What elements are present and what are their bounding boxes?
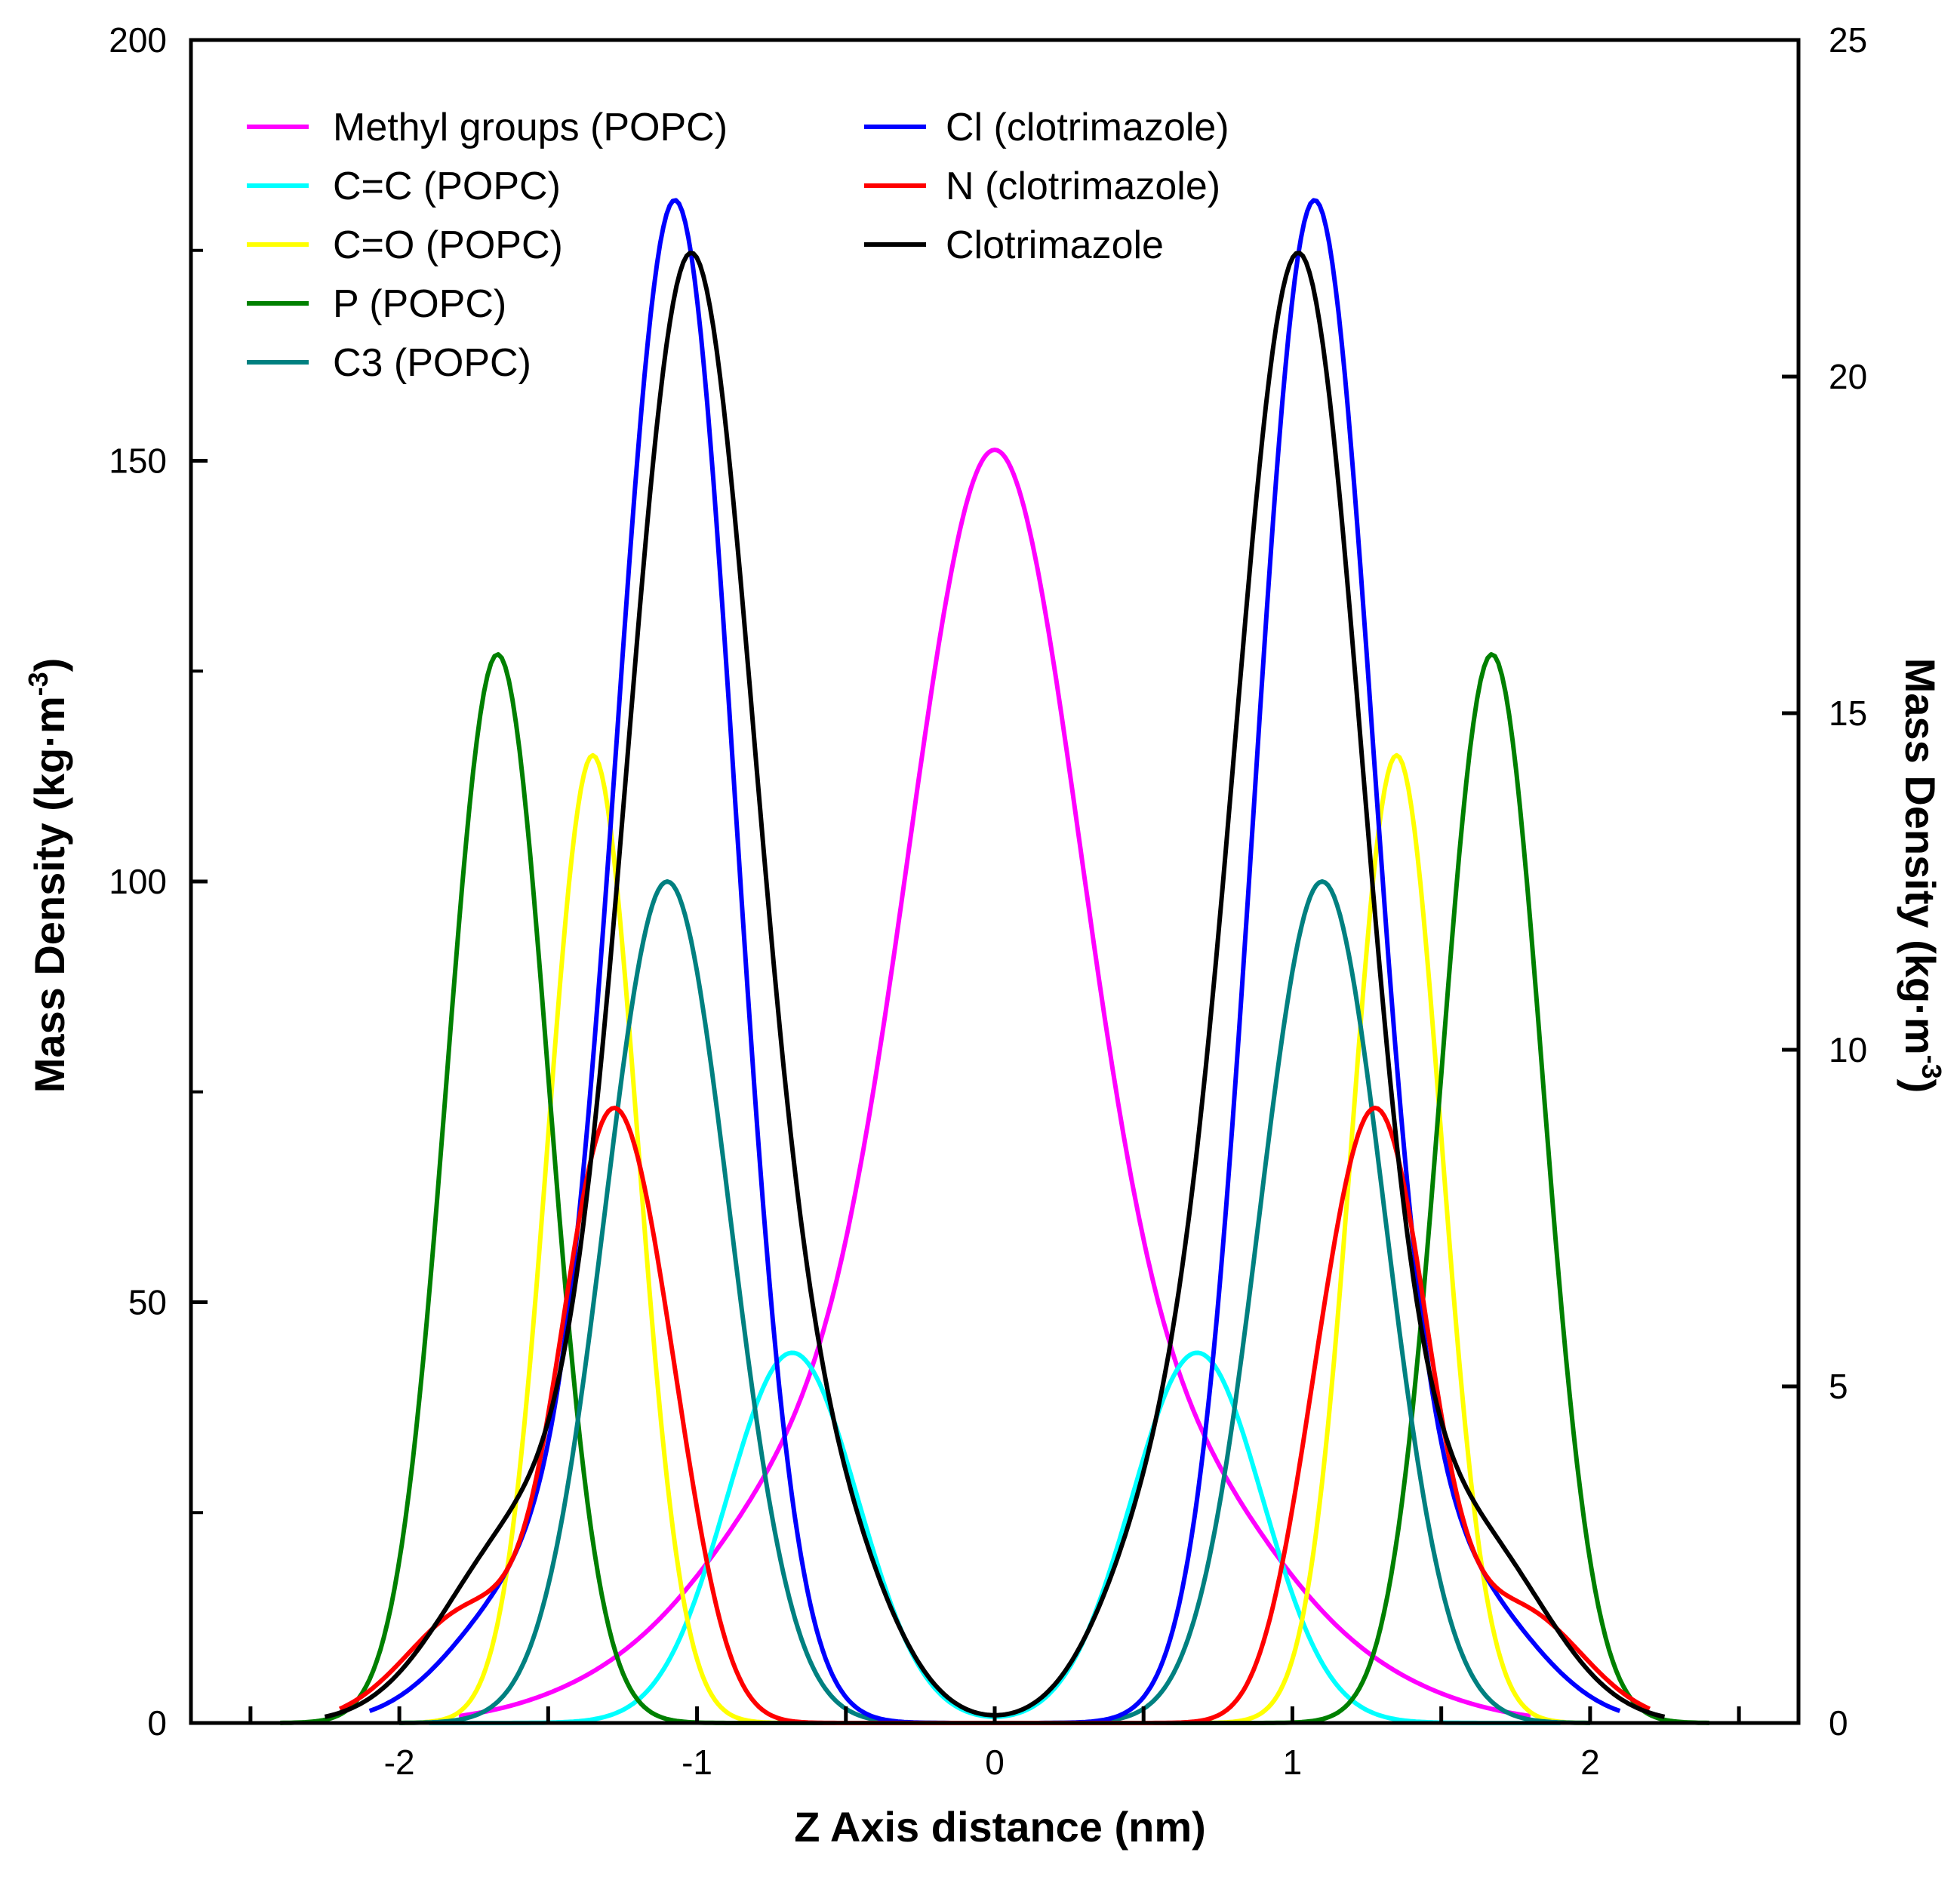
x-tick-label: 2 xyxy=(1580,1743,1600,1782)
y-axis-left-title: Mass Density (kg·m-3) xyxy=(23,658,73,1094)
legend: Methyl groups (POPC) C=C (POPC) C=O (POPC)… xyxy=(247,106,1229,385)
series-line xyxy=(458,448,1531,1718)
y-axis-right-title-exp: -3 xyxy=(1916,1055,1947,1079)
y-right-tick-label: 0 xyxy=(1829,1703,1848,1743)
series-layer xyxy=(280,198,1709,1725)
legend-label: C=C (POPC) xyxy=(333,165,561,208)
y-left-tick-label: 0 xyxy=(147,1703,167,1743)
series-line xyxy=(368,198,1621,1725)
y-left-tick-label: 100 xyxy=(109,862,167,901)
x-tick-label: 0 xyxy=(985,1743,1005,1782)
x-tick-label: 1 xyxy=(1283,1743,1303,1782)
legend-label: C=O (POPC) xyxy=(333,223,563,267)
legend-label: Cl (clotrimazole) xyxy=(946,106,1229,149)
y-right-tick-label: 5 xyxy=(1829,1367,1848,1406)
y-axis-left-title-close: ) xyxy=(26,658,73,672)
x-tick-label: -2 xyxy=(384,1743,415,1782)
y-axis-left-title-main: Mass Density (kg·m xyxy=(26,696,73,1093)
legend-label: N (clotrimazole) xyxy=(946,165,1220,208)
y-right-tick-label: 20 xyxy=(1829,357,1867,396)
y-left-tick-label: 50 xyxy=(128,1283,167,1322)
legend-label: Clotrimazole xyxy=(946,223,1164,267)
y-right-tick-label: 25 xyxy=(1829,20,1867,60)
series-line xyxy=(280,652,1709,1725)
y-axis-left: 0 50 100 150 200 xyxy=(109,20,208,1743)
legend-label: Methyl groups (POPC) xyxy=(333,106,728,149)
x-axis-title: Z Axis distance (nm) xyxy=(794,1803,1206,1851)
y-axis-right-title-close: ) xyxy=(1897,1079,1944,1094)
series-line xyxy=(399,879,1590,1725)
y-left-tick-label: 150 xyxy=(109,442,167,481)
y-left-tick-label: 200 xyxy=(109,20,167,60)
x-tick-label: -1 xyxy=(682,1743,712,1782)
legend-label: P (POPC) xyxy=(333,282,506,326)
y-right-tick-label: 15 xyxy=(1829,694,1867,733)
x-axis: -2 -1 0 1 2 xyxy=(248,1706,1741,1782)
y-axis-right-title-main: Mass Density (kg·m xyxy=(1897,658,1944,1055)
y-axis-right: 0 5 10 15 20 25 xyxy=(1782,20,1867,1743)
series-line xyxy=(324,251,1666,1719)
y-axis-right-title: Mass Density (kg·m-3) xyxy=(1897,658,1947,1094)
y-axis-left-title-exp: -3 xyxy=(23,672,54,696)
legend-label: C3 (POPC) xyxy=(333,341,531,385)
y-right-tick-label: 10 xyxy=(1829,1030,1867,1069)
